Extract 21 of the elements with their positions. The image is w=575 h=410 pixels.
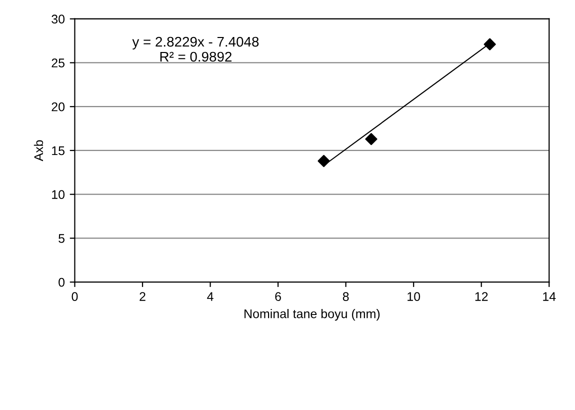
- point: [318, 154, 330, 168]
- x-tick-label: 6: [275, 292, 281, 301]
- y-tick-label: 10: [52, 190, 65, 199]
- x-axis-title: Nominal tane boyu (mm): [244, 309, 380, 321]
- y-tick-label: 25: [52, 58, 65, 68]
- x-tick-label: 12: [475, 292, 488, 301]
- point: [484, 38, 496, 50]
- y-axis-title: Axb: [34, 140, 44, 162]
- y-tick-label: 20: [52, 102, 65, 112]
- x-tick-label: 8: [342, 292, 349, 301]
- y-tick-label: 30: [52, 14, 65, 24]
- point: [365, 132, 378, 146]
- x-tick-label: 2: [140, 292, 146, 301]
- x-tick-label: 14: [543, 292, 556, 301]
- x-tick-label: 10: [408, 292, 420, 301]
- x-tick-label: 0: [72, 292, 78, 301]
- y-tick-label: 5: [58, 234, 65, 243]
- x-tick-label: 4: [207, 292, 214, 301]
- y-tick-label: 0: [58, 278, 65, 287]
- annotation: y = 2.8229x - 7.4048 R² = 0.9892: [132, 36, 259, 62]
- y-tick-label: 15: [52, 146, 65, 156]
